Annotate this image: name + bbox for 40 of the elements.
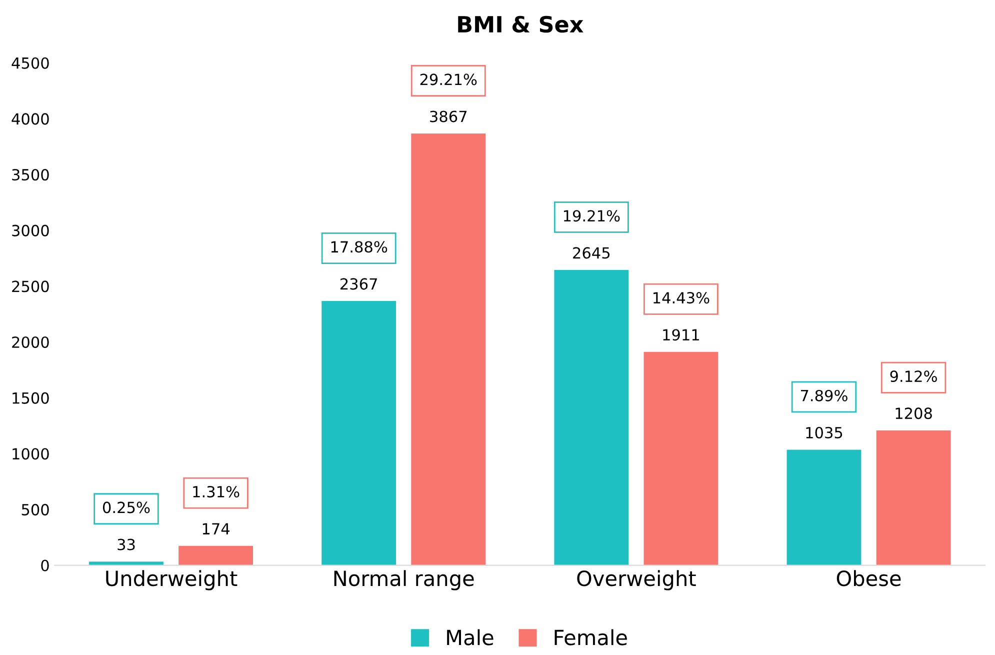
annotation: 19.21% <box>564 210 620 222</box>
annotation: 7.89% <box>800 390 848 402</box>
bar <box>178 546 253 566</box>
legend-label: Female <box>554 629 627 646</box>
y-tick-label: 0 <box>41 560 49 572</box>
bar <box>322 301 396 566</box>
annotation: 9.12% <box>890 370 937 382</box>
data-label: 1208 <box>896 408 932 420</box>
data-label: 2645 <box>573 247 610 259</box>
bar <box>411 134 486 566</box>
y-tick-label: 4000 <box>12 113 49 125</box>
bar <box>786 450 862 566</box>
x-tick-label: Obese <box>836 570 901 586</box>
annotation: 0.25% <box>102 502 150 514</box>
data-label: 1911 <box>663 329 699 341</box>
data-label: 33 <box>118 538 135 550</box>
x-tick-label: Normal range <box>334 570 474 590</box>
y-tick-label: 1500 <box>12 392 49 404</box>
chart-title: BMI & Sex <box>458 16 584 33</box>
bar <box>644 352 718 566</box>
y-tick-label: 1000 <box>12 448 49 460</box>
annotation: 17.88% <box>331 241 388 253</box>
bar <box>554 270 629 566</box>
data-label: 1035 <box>806 426 842 438</box>
x-tick-label: Underweight <box>106 570 238 590</box>
data-label: 3867 <box>430 110 467 122</box>
y-tick-label: 3500 <box>12 168 49 181</box>
y-tick-label: 500 <box>22 504 49 516</box>
y-tick-label: 3000 <box>12 224 49 236</box>
annotation: 29.21% <box>420 74 477 86</box>
y-tick-label: 4500 <box>12 57 49 69</box>
x-tick-label: Overweight <box>577 570 696 590</box>
annotation: 14.43% <box>654 292 710 304</box>
data-label: 2367 <box>340 278 377 290</box>
y-tick-label: 2500 <box>12 280 49 292</box>
annotation: 1.31% <box>193 486 240 498</box>
bar <box>876 430 951 566</box>
y-tick-label: 2000 <box>12 336 49 348</box>
data-label: 174 <box>202 523 230 534</box>
legend-label: Male <box>447 629 494 646</box>
